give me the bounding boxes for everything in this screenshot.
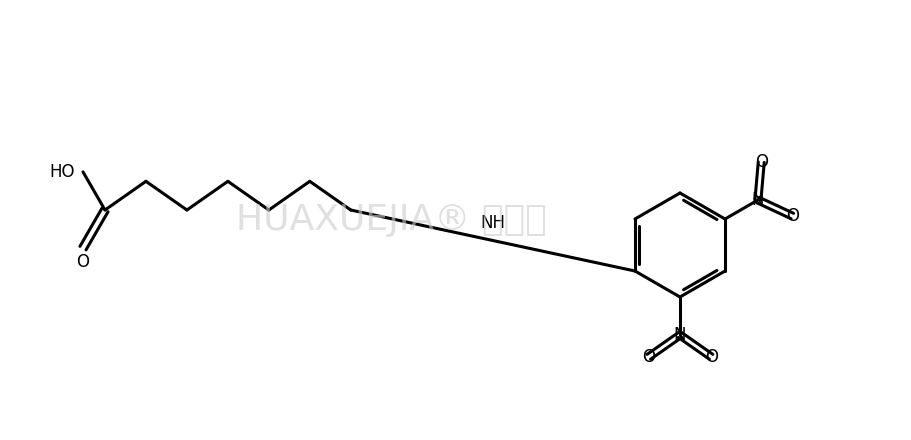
Text: HUAXUEJIA® 化学加: HUAXUEJIA® 化学加 [236, 203, 548, 237]
Text: O: O [786, 207, 799, 225]
Text: HO: HO [49, 163, 75, 181]
Text: O: O [704, 348, 718, 366]
Text: N: N [752, 191, 764, 209]
Text: O: O [77, 253, 89, 271]
Text: O: O [642, 348, 655, 366]
Text: O: O [754, 153, 768, 171]
Text: NH: NH [480, 213, 506, 231]
Text: N: N [674, 326, 686, 344]
